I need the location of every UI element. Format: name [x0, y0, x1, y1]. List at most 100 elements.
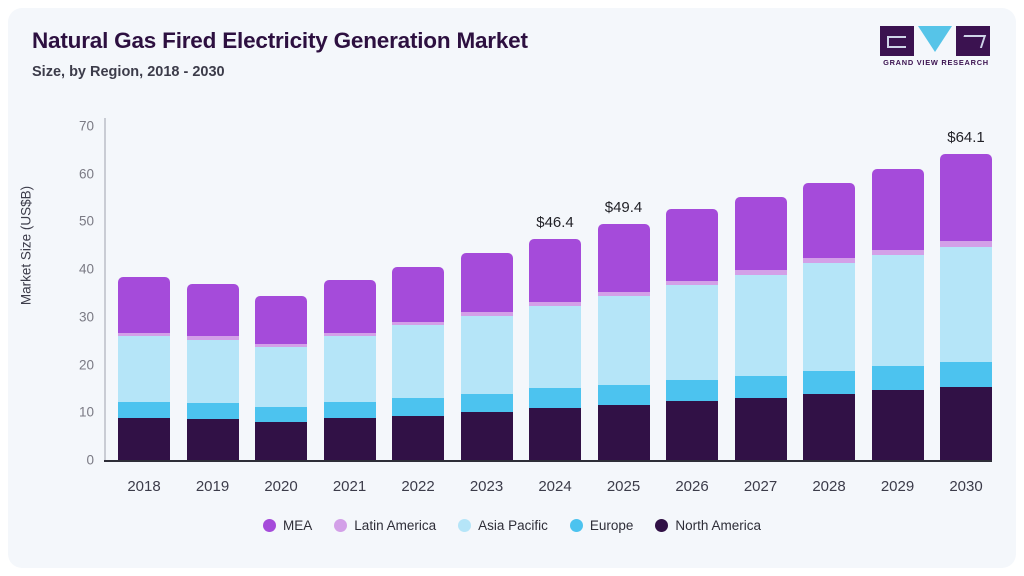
bar-segment[interactable] — [529, 388, 581, 408]
legend-item[interactable]: Asia Pacific — [458, 518, 548, 533]
x-tick-label: 2022 — [401, 478, 435, 495]
bar-segment[interactable] — [392, 266, 444, 322]
bar-segment[interactable] — [666, 280, 718, 286]
bar-segment[interactable] — [871, 250, 924, 256]
bar-segment[interactable] — [460, 315, 513, 394]
bar-segment[interactable] — [529, 301, 581, 306]
bar-segment[interactable] — [255, 344, 307, 347]
bar-segment[interactable] — [871, 168, 924, 251]
bar-segment[interactable] — [392, 398, 444, 416]
bar-segment[interactable] — [666, 285, 718, 381]
legend-label: North America — [675, 518, 761, 533]
bar-segment[interactable] — [255, 421, 307, 460]
grand-view-research-logo: GRAND VIEW RESEARCH — [880, 26, 992, 72]
bar-segment[interactable] — [734, 376, 787, 398]
bar-segment[interactable] — [460, 411, 513, 460]
chart-legend: MEA Latin America Asia Pacific Europe North … — [8, 518, 1016, 533]
bar-segment[interactable] — [803, 258, 855, 264]
bar-group[interactable]: $46.4 — [529, 214, 581, 460]
legend-item[interactable]: MEA — [263, 518, 312, 533]
chart-card: Natural Gas Fired Electricity Generation… — [8, 8, 1016, 568]
bar-segment[interactable] — [940, 241, 992, 247]
bar-segment[interactable] — [460, 312, 513, 316]
bar-group[interactable]: $49.4 — [597, 199, 650, 460]
bar-group[interactable] — [734, 197, 787, 460]
bar-segment[interactable] — [734, 270, 787, 275]
bar-group[interactable] — [460, 253, 513, 460]
bar-segment[interactable] — [940, 154, 992, 242]
legend-item[interactable]: Europe — [569, 518, 633, 533]
bar-group[interactable] — [186, 283, 239, 460]
bar-group[interactable]: $64.1 — [940, 129, 992, 460]
bar-segment[interactable] — [666, 401, 718, 460]
bar-group[interactable] — [392, 266, 444, 460]
bar-segment[interactable] — [597, 224, 650, 293]
bar-segment[interactable] — [392, 415, 444, 460]
bar-segment[interactable] — [529, 238, 581, 302]
bar-segment[interactable] — [597, 384, 650, 405]
bar-segment[interactable] — [803, 263, 855, 371]
y-tick-label: 60 — [78, 166, 94, 182]
bar-segment[interactable] — [118, 335, 170, 402]
bar-segment[interactable] — [186, 418, 239, 460]
bar-segment[interactable] — [529, 305, 581, 389]
bar-segment[interactable] — [186, 336, 239, 340]
bar-segment[interactable] — [460, 393, 513, 412]
bar-segment[interactable] — [940, 361, 992, 387]
bar-group[interactable] — [118, 277, 170, 460]
x-tick-label: 2023 — [469, 478, 504, 495]
bar-segment[interactable] — [803, 393, 855, 460]
bar-segment[interactable] — [871, 255, 924, 367]
bar-segment[interactable] — [186, 339, 239, 403]
x-tick-label: 2026 — [675, 478, 709, 495]
bar-segment[interactable] — [597, 296, 650, 385]
bar-segment[interactable] — [323, 336, 376, 402]
bar-segment[interactable] — [323, 401, 376, 419]
bar-segment[interactable] — [118, 401, 170, 419]
bar-segment[interactable] — [597, 404, 650, 460]
bar-segment[interactable] — [186, 402, 239, 419]
bar-segment[interactable] — [597, 292, 650, 297]
bar-segment[interactable] — [871, 389, 924, 460]
bar-group[interactable] — [323, 280, 376, 460]
bar-segment[interactable] — [255, 346, 307, 407]
x-tick-label: 2027 — [743, 478, 778, 495]
page-subtitle: Size, by Region, 2018 - 2030 — [32, 64, 225, 80]
bar-segment[interactable] — [323, 280, 376, 334]
bar-segment[interactable] — [323, 418, 376, 460]
logo-marks — [880, 26, 992, 56]
bar-segment[interactable] — [940, 246, 992, 362]
bar-segment[interactable] — [118, 277, 170, 333]
bar-group[interactable] — [255, 295, 307, 460]
legend-item[interactable]: Latin America — [334, 518, 436, 533]
bar-segment[interactable] — [803, 370, 855, 394]
bar-group[interactable] — [803, 182, 855, 460]
bar-segment[interactable] — [118, 418, 170, 460]
bar-segment[interactable] — [255, 406, 307, 422]
bar-segment[interactable] — [734, 197, 787, 271]
legend-swatch-icon — [334, 519, 348, 532]
logo-block-right-icon — [956, 26, 990, 56]
bar-segment[interactable] — [803, 182, 855, 259]
bar-value-label: $64.1 — [947, 129, 985, 147]
bar-segment[interactable] — [734, 397, 787, 460]
bar-segment[interactable] — [666, 380, 718, 402]
bar-segment[interactable] — [871, 366, 924, 390]
bar-segment[interactable] — [118, 332, 170, 336]
bar-segment[interactable] — [392, 321, 444, 326]
bar-segment[interactable] — [666, 209, 718, 281]
bar-segment[interactable] — [940, 386, 992, 460]
logo-block-left-icon — [880, 26, 914, 56]
bar-value-label: $49.4 — [604, 199, 643, 217]
legend-label: Asia Pacific — [478, 518, 548, 533]
bar-segment[interactable] — [255, 295, 307, 345]
bar-group[interactable] — [871, 168, 924, 460]
bar-segment[interactable] — [186, 283, 239, 337]
legend-item[interactable]: North America — [655, 518, 761, 533]
bar-group[interactable] — [666, 209, 718, 460]
bar-segment[interactable] — [460, 253, 513, 313]
bar-segment[interactable] — [323, 333, 376, 337]
bar-segment[interactable] — [529, 407, 581, 460]
bar-segment[interactable] — [734, 274, 787, 377]
bar-segment[interactable] — [392, 325, 444, 399]
